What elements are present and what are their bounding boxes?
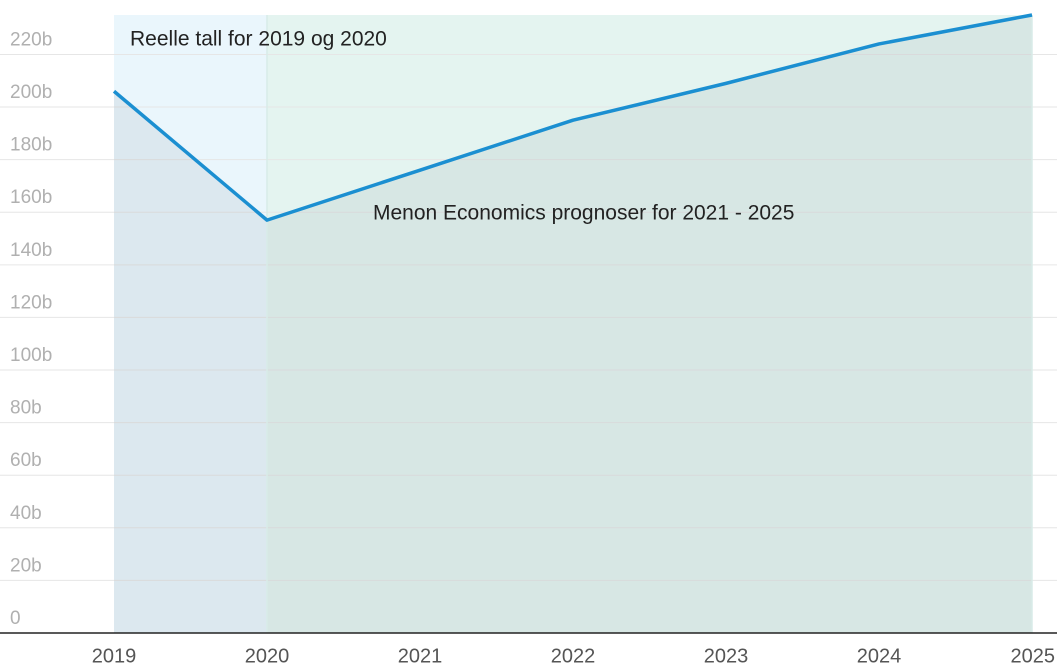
y-tick-label: 160b [10, 187, 52, 208]
y-tick-label: 100b [10, 345, 52, 366]
y-tick-label: 180b [10, 135, 52, 156]
x-tick-label: 2024 [857, 645, 902, 667]
forecast-band [267, 15, 1032, 633]
actual-band [114, 15, 267, 633]
y-tick-label: 200b [10, 82, 52, 103]
x-tick-label: 2023 [704, 645, 749, 667]
y-tick-label: 220b [10, 29, 52, 50]
x-tick-label: 2020 [245, 645, 290, 667]
y-tick-label: 20b [10, 555, 42, 576]
y-tick-label: 60b [10, 450, 42, 471]
area [114, 15, 1032, 633]
y-tick-label: 0 [10, 608, 21, 629]
y-tick-label: 80b [10, 398, 42, 419]
y-tick-label: 140b [10, 240, 52, 261]
y-tick-label: 120b [10, 292, 52, 313]
x-tick-label: 2025 [1011, 645, 1056, 667]
annotation: Reelle tall for 2019 og 2020 [130, 28, 387, 51]
x-tick-label: 2021 [398, 645, 443, 667]
annotation: Menon Economics prognoser for 2021 - 202… [373, 202, 794, 225]
line [112, 13, 1033, 222]
y-tick-label: 40b [10, 503, 42, 524]
x-tick-label: 2022 [551, 645, 596, 667]
x-tick-label: 2019 [92, 645, 137, 667]
